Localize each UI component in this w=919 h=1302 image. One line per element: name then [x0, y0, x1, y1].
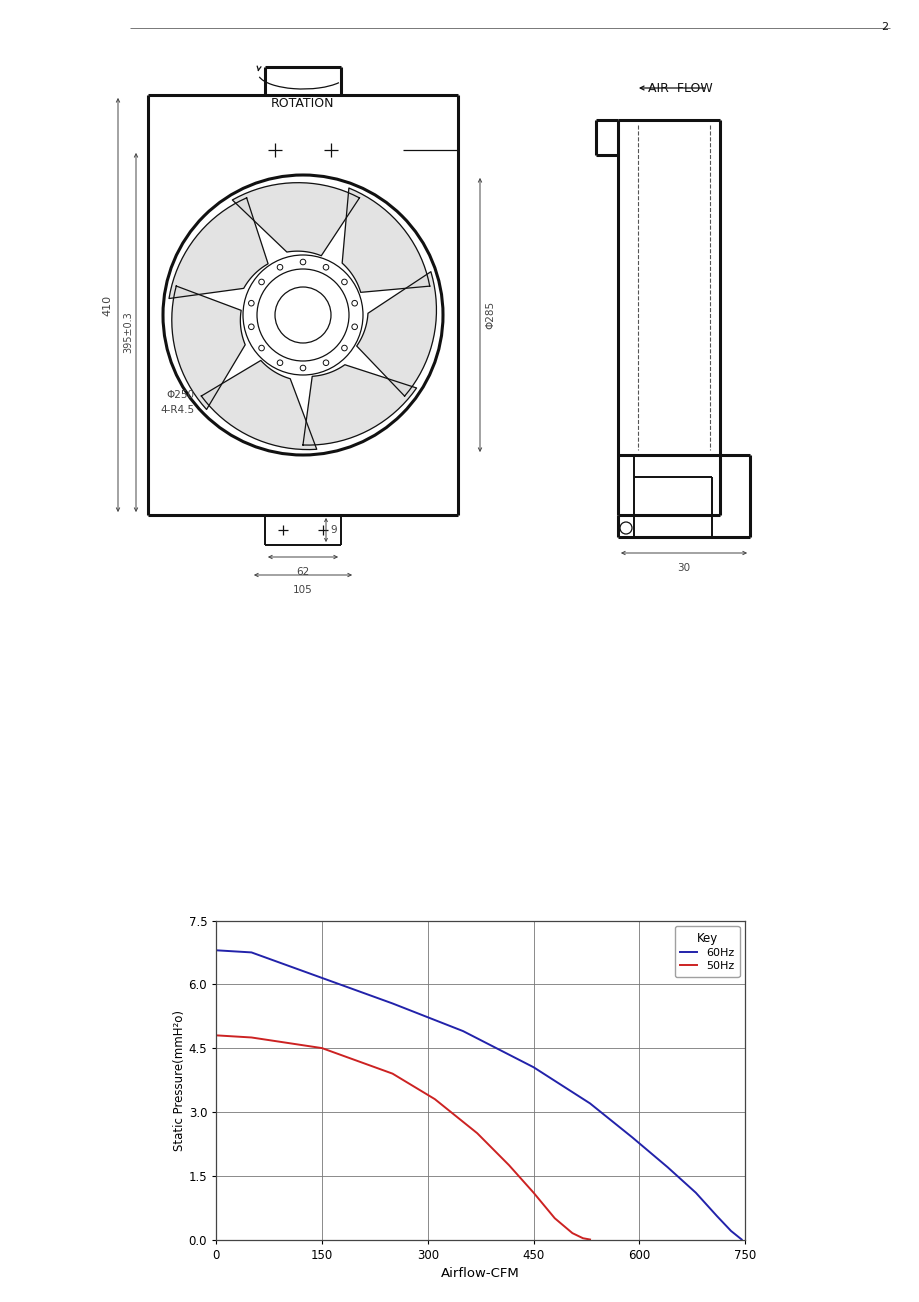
Text: AIR  FLOW: AIR FLOW [647, 82, 712, 95]
Text: 9: 9 [330, 525, 336, 535]
50Hz [316, 1040, 327, 1056]
Polygon shape [233, 182, 359, 255]
Y-axis label: Static Pressure(mmH²o): Static Pressure(mmH²o) [173, 1009, 186, 1151]
50Hz [528, 1185, 539, 1200]
Line: 50Hz: 50Hz [216, 1035, 589, 1240]
Text: 4-R4.5: 4-R4.5 [160, 405, 194, 415]
60Hz [210, 943, 221, 958]
60Hz [689, 1185, 700, 1200]
Text: Φ250: Φ250 [165, 391, 194, 400]
50Hz [503, 1157, 514, 1173]
50Hz [584, 1232, 595, 1247]
Polygon shape [172, 286, 245, 410]
X-axis label: Airflow-CFM: Airflow-CFM [441, 1267, 519, 1280]
50Hz [566, 1225, 577, 1241]
Polygon shape [201, 361, 316, 449]
50Hz [245, 1030, 256, 1046]
Text: Φ285: Φ285 [484, 301, 494, 329]
60Hz [662, 1159, 673, 1174]
60Hz [457, 1023, 468, 1039]
50Hz [387, 1066, 398, 1082]
Polygon shape [357, 272, 436, 396]
Line: 60Hz: 60Hz [216, 950, 741, 1240]
Legend: 60Hz, 50Hz: 60Hz, 50Hz [674, 926, 739, 976]
60Hz [735, 1232, 746, 1247]
Polygon shape [302, 365, 416, 445]
60Hz [710, 1208, 721, 1224]
Text: ROTATION: ROTATION [271, 98, 335, 109]
50Hz [429, 1091, 440, 1107]
Text: 62: 62 [296, 566, 310, 577]
60Hz [528, 1060, 539, 1075]
Text: 105: 105 [293, 585, 312, 595]
60Hz [245, 945, 256, 961]
Polygon shape [169, 198, 267, 298]
60Hz [584, 1095, 595, 1111]
50Hz [577, 1230, 588, 1246]
Polygon shape [342, 187, 429, 293]
60Hz [316, 970, 327, 986]
Text: 395±0.3: 395±0.3 [123, 311, 133, 353]
60Hz [626, 1130, 637, 1146]
60Hz [387, 996, 398, 1012]
50Hz [471, 1125, 482, 1141]
Text: 2: 2 [879, 22, 887, 33]
50Hz [549, 1211, 560, 1226]
50Hz [210, 1027, 221, 1043]
Text: 410: 410 [102, 294, 112, 315]
Text: 30: 30 [676, 562, 690, 573]
60Hz [725, 1223, 736, 1238]
